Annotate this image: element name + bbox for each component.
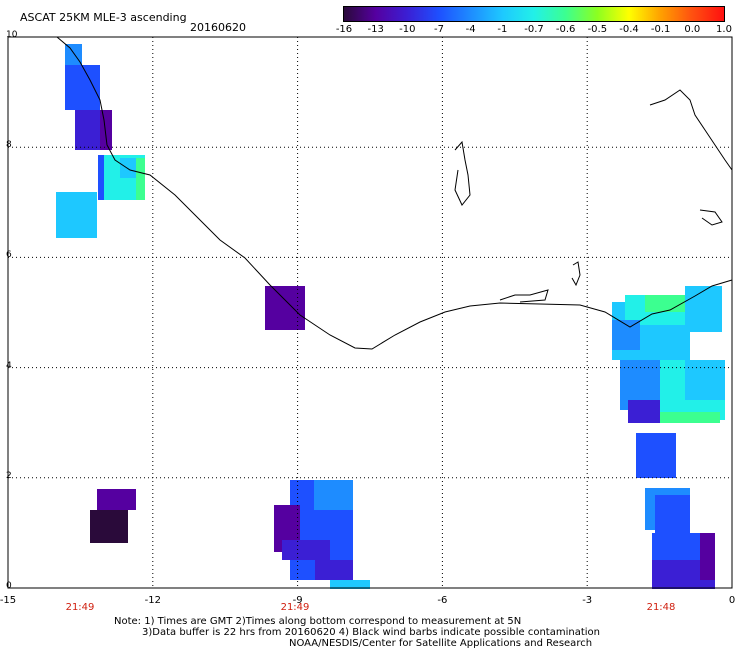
longitude-label: -15 [0,595,17,606]
longitude-label: -6 [437,595,448,606]
pass-time-label: 21:49 [65,602,95,613]
latitude-label: 0 [6,581,12,591]
data-swaths [56,44,725,589]
grid-lines [8,37,732,588]
data-swath-cell [700,533,715,580]
note-line-1: Note: 1) Times are GMT 2)Times along bot… [114,616,522,627]
data-swath-cell [660,412,720,423]
color-scale-tick-label: -1 [497,24,508,35]
data-swath-cell [645,295,690,312]
latitude-label: 2 [6,470,12,481]
data-swath-cell [65,44,82,65]
color-scale-tick-label: -16 [335,24,353,35]
longitude-label: -12 [144,595,161,606]
map-frame [7,36,733,589]
latitude-label: 6 [6,250,12,261]
data-swath-cell [136,158,145,200]
plot-border [7,36,733,589]
longitude-label: 0 [728,595,736,606]
data-swath-cell [98,155,104,200]
coastline-main [56,36,733,350]
data-swath-cell [282,540,330,560]
data-swath-cell [65,65,100,110]
color-scale-tick-label: -0.1 [650,24,671,35]
data-swath-cell [330,580,370,589]
color-scale-tick-label: -0.4 [619,24,639,35]
latitude-label: 10 [6,30,18,40]
data-swath-cell [265,286,305,330]
data-swath-cell [56,192,97,238]
color-scale-tick-label: 1.0 [716,24,732,35]
map-title: ASCAT 25KM MLE-3 ascending [20,11,187,24]
data-swath-cell [628,400,660,423]
data-swath-cell [90,510,128,543]
coastline-island [649,89,733,171]
color-scale-tick-label: -0.6 [555,24,576,35]
data-swath-cell [636,433,676,478]
color-scale-tick-label: 0.0 [684,24,701,35]
data-swath-cell [88,110,100,130]
data-swath-cell [315,560,353,580]
coastline-island [499,289,549,303]
color-scale-tick-label: -10 [399,24,416,35]
data-swath-cell [314,480,353,510]
map-date: 20160620 [190,21,246,34]
coastline-island [454,140,471,206]
pass-time-label: 21:48 [646,602,676,613]
coastline-island [571,261,581,287]
latitude-label: 4 [6,360,12,371]
color-scale-bar [343,6,725,22]
data-swath-cell [97,489,136,510]
color-scale-tick-label: -0.5 [587,24,608,35]
data-swath-cell [652,533,700,560]
longitude-label: -3 [582,595,593,606]
color-scale-tick-label: -4 [465,24,476,35]
longitude-label: -9 [292,595,303,606]
color-scale-tick-label: -0.7 [524,24,544,35]
data-swath-cell [685,286,722,332]
data-swath-cell [100,110,112,150]
coastline-island [699,209,723,226]
pass-time-label: 21:49 [280,602,310,613]
color-scale-tick-label: -7 [434,24,444,35]
data-swath-cell [685,360,725,400]
note-line-2: 3)Data buffer is 22 hrs from 20160620 4)… [142,627,600,638]
color-scale-tick-label: -13 [367,24,384,35]
coastline [56,36,733,350]
note-line-3: NOAA/NESDIS/Center for Satellite Applica… [289,638,593,649]
data-swath-cell [655,495,690,535]
latitude-label: 8 [6,140,12,151]
